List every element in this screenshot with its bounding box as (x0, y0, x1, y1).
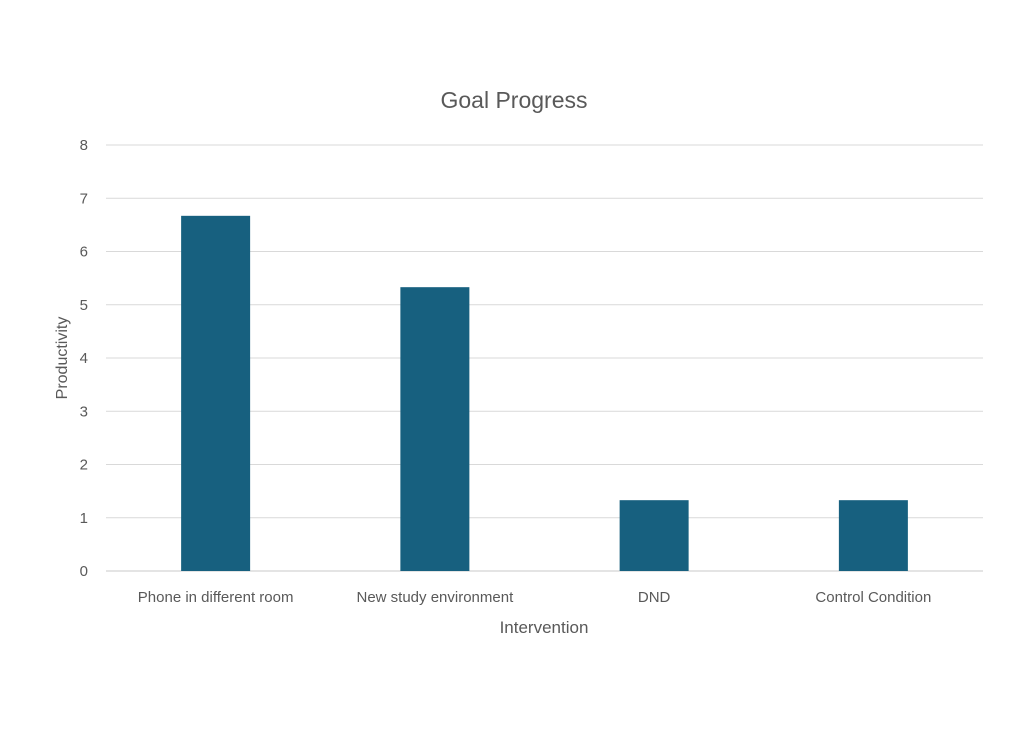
x-tick-label: DND (638, 589, 671, 606)
bars (181, 215, 908, 571)
y-tick-label: 6 (80, 244, 88, 261)
x-tick-labels: Phone in different room New study environ… (138, 589, 932, 606)
bar (400, 287, 470, 571)
x-tick-label: New study environment (357, 589, 515, 606)
x-tick-label: Control Condition (815, 589, 931, 606)
y-tick-label: 8 (80, 137, 88, 154)
x-tick-label: Phone in different room (138, 589, 294, 606)
bar (838, 500, 908, 571)
bar (619, 500, 689, 571)
y-tick-label: 4 (80, 350, 88, 367)
gridlines (106, 144, 983, 572)
chart-title: Goal Progress (440, 87, 587, 113)
y-tick-labels: 0 1 2 3 4 5 6 7 8 (80, 137, 88, 580)
y-tick-label: 0 (80, 563, 88, 580)
bar (181, 215, 251, 571)
y-tick-label: 1 (80, 510, 88, 527)
y-tick-label: 3 (80, 403, 88, 420)
x-axis-label: Intervention (500, 618, 589, 637)
y-axis-label: Productivity (54, 317, 71, 400)
y-tick-label: 7 (80, 190, 88, 207)
y-tick-label: 2 (80, 457, 88, 474)
y-tick-label: 5 (80, 297, 88, 314)
